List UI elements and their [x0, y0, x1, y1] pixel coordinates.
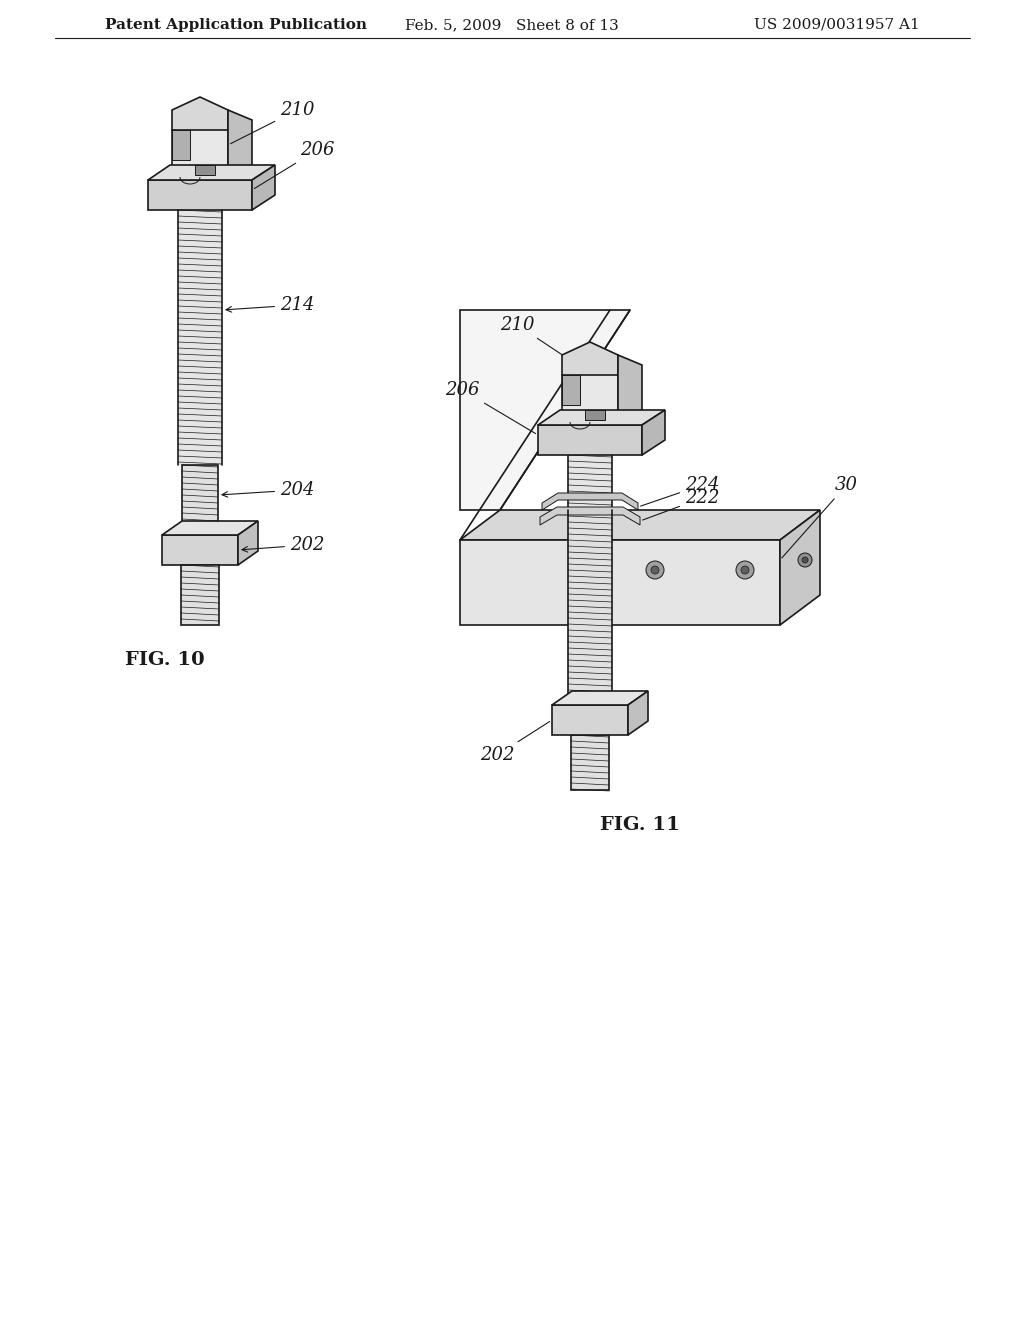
Polygon shape	[252, 165, 275, 210]
Polygon shape	[552, 690, 648, 705]
Text: US 2009/0031957 A1: US 2009/0031957 A1	[755, 18, 920, 32]
Text: 206: 206	[445, 381, 536, 433]
Polygon shape	[562, 375, 580, 405]
Polygon shape	[628, 690, 648, 735]
Polygon shape	[172, 96, 228, 143]
Polygon shape	[780, 510, 820, 624]
Polygon shape	[538, 411, 665, 425]
Polygon shape	[162, 535, 238, 565]
Text: 30: 30	[782, 477, 858, 558]
Text: 222: 222	[643, 488, 720, 520]
Circle shape	[802, 557, 808, 564]
Polygon shape	[148, 165, 275, 180]
Polygon shape	[460, 510, 820, 540]
Circle shape	[646, 561, 664, 579]
Text: 210: 210	[500, 315, 567, 359]
Polygon shape	[238, 521, 258, 565]
Polygon shape	[172, 129, 228, 176]
Text: FIG. 11: FIG. 11	[600, 816, 680, 834]
Bar	[568, 510, 612, 700]
Polygon shape	[538, 425, 642, 455]
Bar	[178, 210, 222, 465]
Polygon shape	[228, 110, 252, 176]
Polygon shape	[562, 375, 618, 420]
Polygon shape	[460, 310, 630, 510]
Polygon shape	[552, 705, 628, 735]
Polygon shape	[585, 411, 605, 420]
Text: 210: 210	[230, 102, 314, 144]
Polygon shape	[542, 492, 638, 510]
Polygon shape	[618, 355, 642, 420]
Bar	[182, 465, 218, 525]
Polygon shape	[540, 507, 640, 525]
Polygon shape	[148, 180, 252, 210]
Polygon shape	[195, 165, 215, 176]
Circle shape	[798, 553, 812, 568]
Text: FIG. 10: FIG. 10	[125, 651, 205, 669]
Circle shape	[736, 561, 754, 579]
Text: 224: 224	[641, 477, 720, 506]
Polygon shape	[172, 129, 190, 160]
Bar	[181, 565, 219, 624]
Text: 214: 214	[226, 296, 314, 314]
Text: Patent Application Publication: Patent Application Publication	[105, 18, 367, 32]
Bar	[571, 735, 609, 789]
Text: 202: 202	[480, 722, 550, 764]
Circle shape	[741, 566, 749, 574]
Polygon shape	[642, 411, 665, 455]
Text: 204: 204	[222, 480, 314, 499]
Polygon shape	[162, 521, 258, 535]
Bar	[568, 455, 612, 510]
Text: Feb. 5, 2009   Sheet 8 of 13: Feb. 5, 2009 Sheet 8 of 13	[406, 18, 618, 32]
Polygon shape	[562, 342, 618, 388]
Circle shape	[651, 566, 659, 574]
Polygon shape	[460, 540, 780, 624]
Text: 202: 202	[242, 536, 325, 554]
Text: 206: 206	[254, 141, 335, 189]
